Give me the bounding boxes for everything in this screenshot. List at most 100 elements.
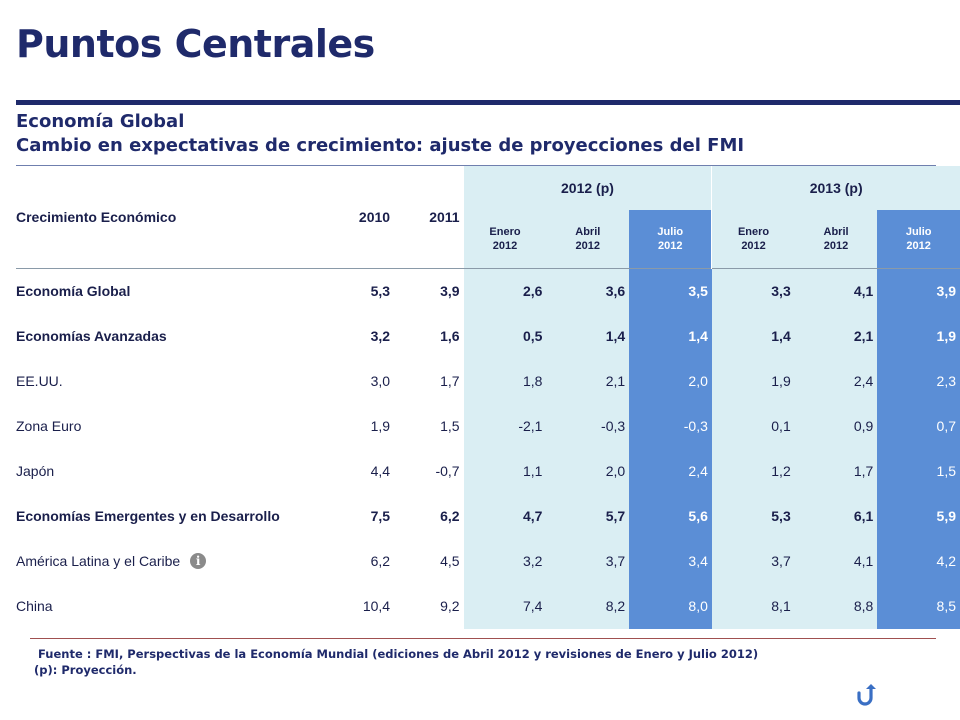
value-cell: 5,7 bbox=[546, 493, 630, 539]
table-row: Zona Euro 1,9 1,5 -2,1 -0,3 -0,3 0,1 0,9 0,7 bbox=[16, 403, 960, 449]
value-cell: 1,4 bbox=[711, 313, 795, 359]
value-cell: 3,5 bbox=[629, 267, 712, 314]
row-label: China bbox=[16, 598, 53, 614]
row-label: América Latina y el Caribe bbox=[16, 553, 181, 569]
value-cell: 4,5 bbox=[440, 553, 460, 569]
label-header: Crecimiento Económico bbox=[16, 208, 177, 225]
value-cell: 1,9 bbox=[711, 358, 795, 404]
table-row: América Latina y el Caribe i 6,2 4,5 3,2 3,7 3… bbox=[16, 538, 960, 584]
period-month: Abril bbox=[823, 225, 849, 238]
value-cell: 3,3 bbox=[711, 267, 795, 314]
value-cell: -0,3 bbox=[546, 403, 630, 449]
row-label: Economías Emergentes y en Desarrollo bbox=[16, 508, 280, 524]
table-row: Economías Avanzadas 3,2 1,6 0,5 1,4 1,4 1,4 2,1… bbox=[16, 313, 960, 359]
row-label: Economía Global bbox=[16, 283, 131, 299]
page-title: Puntos Centrales bbox=[16, 22, 375, 66]
table-row: Economías Emergentes y en Desarrollo 7,5 6… bbox=[16, 493, 960, 539]
source-note: Fuente : FMI, Perspectivas de la Economí… bbox=[38, 647, 759, 661]
value-cell: 3,2 bbox=[463, 538, 547, 584]
return-arrow-icon[interactable] bbox=[856, 684, 876, 706]
value-cell: 3,0 bbox=[370, 373, 391, 389]
period-header: Enero 2012 bbox=[463, 210, 547, 268]
value-cell: 8,5 bbox=[877, 583, 960, 629]
row-label-cell: Economías Emergentes y en Desarrollo bbox=[16, 494, 325, 539]
value-cell: 5,3 bbox=[711, 493, 795, 539]
value-cell: 0,9 bbox=[794, 403, 878, 449]
value-cell: 8,8 bbox=[794, 583, 878, 629]
value-cell: 0,1 bbox=[711, 403, 795, 449]
value-cell: 1,4 bbox=[629, 313, 712, 359]
period-year: 2012 bbox=[658, 239, 683, 252]
info-icon[interactable]: i bbox=[190, 553, 207, 569]
period-header: Abril 2012 bbox=[546, 210, 630, 268]
period-year: 2012 bbox=[492, 239, 518, 252]
value-cell: 8,1 bbox=[711, 583, 795, 629]
value-cell: 1,6 bbox=[440, 328, 460, 344]
period-year: 2012 bbox=[741, 239, 766, 252]
row-label: EE.UU. bbox=[16, 373, 63, 389]
value-cell: 5,3 bbox=[324, 267, 395, 314]
value-cell: 8,0 bbox=[629, 583, 712, 629]
value-cell: 4,1 bbox=[794, 538, 878, 584]
table-row: China 10,4 9,2 7,4 8,2 8,0 8,1 8,8 8,5 bbox=[16, 583, 960, 629]
value-cell: 1,7 bbox=[794, 448, 878, 494]
row-label-cell: Japón bbox=[16, 449, 325, 494]
value-cell: 9,2 bbox=[440, 598, 460, 614]
row-label-cell: Economías Avanzadas bbox=[16, 314, 325, 359]
value-cell: -2,1 bbox=[463, 403, 547, 449]
year-header-2011: 2011 bbox=[429, 208, 460, 225]
period-header: Julio 2012 bbox=[629, 210, 712, 268]
period-month: Abril bbox=[575, 225, 601, 238]
period-month: Julio bbox=[905, 225, 932, 238]
value-cell: 1,4 bbox=[546, 313, 630, 359]
period-header: Abril 2012 bbox=[794, 210, 878, 268]
period-year: 2012 bbox=[823, 239, 849, 252]
table-row: Japón 4,4 -0,7 1,1 2,0 2,4 1,2 1,7 1,5 bbox=[16, 448, 960, 494]
row-label: Zona Euro bbox=[16, 418, 82, 434]
section-title: Economía Global bbox=[16, 111, 185, 132]
period-year: 2012 bbox=[575, 239, 601, 252]
value-cell: 3,9 bbox=[394, 267, 464, 314]
year-header-2010: 2010 bbox=[358, 208, 391, 225]
row-label-cell: China bbox=[16, 584, 325, 629]
value-cell: 4,2 bbox=[877, 538, 960, 584]
value-cell: 3,7 bbox=[546, 538, 630, 584]
row-label-cell: Economía Global bbox=[16, 267, 325, 314]
group-header-2013: 2013 (p) bbox=[711, 166, 960, 210]
value-cell: 6,2 bbox=[440, 508, 460, 524]
value-cell: 2,6 bbox=[463, 267, 547, 314]
section-subtitle: Cambio en expectativas de crecimiento: a… bbox=[16, 135, 745, 156]
value-cell: 3,6 bbox=[546, 267, 630, 314]
value-cell: 3,7 bbox=[711, 538, 795, 584]
row-label-cell: América Latina y el Caribe i bbox=[16, 539, 325, 584]
row-label: Economías Avanzadas bbox=[16, 328, 167, 344]
value-cell: 2,0 bbox=[546, 448, 630, 494]
period-month: Julio bbox=[657, 225, 684, 238]
growth-table: Crecimiento Económico 2010 2011 2012 (p)… bbox=[16, 166, 960, 629]
value-cell: 0,5 bbox=[463, 313, 547, 359]
value-cell: 1,8 bbox=[463, 358, 547, 404]
period-header: Enero 2012 bbox=[711, 210, 795, 268]
value-cell: -0,3 bbox=[629, 403, 712, 449]
period-month: Enero bbox=[737, 225, 770, 238]
value-cell: 6,1 bbox=[794, 493, 878, 539]
value-cell: 6,2 bbox=[370, 553, 391, 569]
value-cell: 5,6 bbox=[629, 493, 712, 539]
period-year: 2012 bbox=[906, 239, 931, 252]
value-cell: 1,1 bbox=[463, 448, 547, 494]
value-cell: 1,2 bbox=[711, 448, 795, 494]
period-month: Enero bbox=[489, 225, 521, 238]
table-row: Economía Global 5,3 3,9 2,6 3,6 3,5 3,3 4,1 3,9 bbox=[16, 267, 960, 314]
value-cell: 1,7 bbox=[440, 373, 460, 389]
value-cell: 2,1 bbox=[794, 313, 878, 359]
table-row: EE.UU. 3,0 1,7 1,8 2,1 2,0 1,9 2,4 2,3 bbox=[16, 358, 960, 404]
title-divider bbox=[16, 100, 960, 105]
value-cell: 5,9 bbox=[877, 493, 960, 539]
value-cell: 3,2 bbox=[370, 328, 391, 344]
value-cell: 2,3 bbox=[877, 358, 960, 404]
value-cell: 0,7 bbox=[877, 403, 960, 449]
row-label-cell: Zona Euro bbox=[16, 404, 325, 449]
value-cell: 4,4 bbox=[370, 463, 391, 479]
value-cell: 1,9 bbox=[370, 418, 391, 434]
row-label-cell: EE.UU. bbox=[16, 359, 325, 404]
